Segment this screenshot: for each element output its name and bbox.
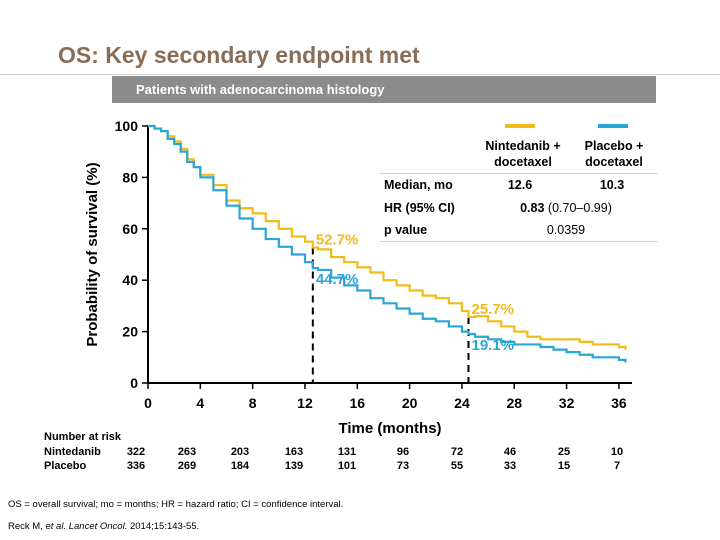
ref-journal: et al. Lancet Oncol.: [45, 521, 128, 532]
risk-value: 33: [503, 460, 517, 472]
risk-value: 72: [450, 446, 464, 458]
risk-value: 7: [613, 460, 621, 472]
series-line-placebo: [148, 124, 627, 363]
stats-row-divider: [380, 173, 658, 174]
y-tick-label: 80: [122, 169, 138, 185]
data-label: 44.7%: [316, 271, 359, 288]
risk-value: 163: [284, 446, 304, 458]
x-tick-label: 20: [402, 395, 418, 411]
risk-value: 101: [337, 460, 357, 472]
risk-value: 10: [610, 446, 624, 458]
risk-value: 139: [284, 460, 304, 472]
risk-value: 131: [337, 446, 357, 458]
data-label: 52.7%: [316, 232, 359, 249]
legend-swatch-placebo: [598, 124, 628, 128]
x-tick-label: 12: [297, 395, 313, 411]
risk-label-placebo: Placebo: [44, 460, 87, 472]
risk-label-nintedanib: Nintedanib: [44, 446, 101, 458]
y-tick-label: 0: [130, 375, 138, 391]
stats-header-placebo: Placebo + docetaxel: [584, 139, 644, 169]
x-tick-label: 32: [559, 395, 575, 411]
risk-value: 203: [230, 446, 250, 458]
slide-title: OS: Key secondary endpoint met: [58, 42, 420, 68]
risk-value: 96: [396, 446, 410, 458]
stats-hr-value: 0.83 (0.70–0.99): [480, 201, 652, 215]
stats-median-placebo: 10.3: [599, 178, 625, 192]
risk-value: 25: [557, 446, 571, 458]
stats-median-nintedanib: 12.6: [507, 178, 533, 192]
x-tick-label: 4: [196, 395, 204, 411]
risk-value: 55: [450, 460, 464, 472]
y-tick-label: 60: [122, 221, 138, 237]
stats-hr-point: 0.83: [520, 201, 545, 215]
data-label: 19.1%: [471, 337, 514, 354]
risk-table-header: Number at risk: [44, 431, 122, 443]
y-tick-label: 40: [122, 272, 138, 288]
legend-swatch-nintedanib: [505, 124, 535, 128]
y-axis-title: Probability of survival (%): [84, 162, 101, 346]
risk-value: 184: [230, 460, 250, 472]
x-tick-label: 16: [350, 395, 366, 411]
risk-value: 269: [177, 460, 197, 472]
stats-label-hr: HR (95% CI): [384, 201, 455, 215]
risk-value: 322: [126, 446, 146, 458]
ref-authors: Reck M,: [8, 521, 46, 532]
risk-value: 263: [177, 446, 197, 458]
footnote-reference: Reck M, et al. Lancet Oncol. 2014;15:143…: [8, 521, 199, 532]
banner-label: Patients with adenocarcinoma histology: [136, 82, 385, 97]
x-tick-label: 36: [611, 395, 627, 411]
stats-row-divider: [380, 241, 658, 242]
risk-value: 46: [503, 446, 517, 458]
x-axis-title: Time (months): [338, 420, 441, 437]
x-tick-label: 24: [454, 395, 470, 411]
risk-value: 15: [557, 460, 571, 472]
y-tick-label: 20: [122, 324, 138, 340]
stats-hr-ci: (0.70–0.99): [544, 201, 612, 215]
ref-citation: 2014;15:143-55.: [127, 521, 200, 532]
x-tick-label: 0: [144, 395, 152, 411]
footnote-abbreviations: OS = overall survival; mo = months; HR =…: [8, 499, 344, 510]
stats-header-nintedanib: Nintedanib + docetaxel: [485, 139, 561, 169]
stats-table: Nintedanib + docetaxel Placebo + docetax…: [380, 120, 658, 248]
stats-label-pvalue: p value: [384, 223, 428, 237]
x-tick-label: 28: [506, 395, 522, 411]
title-divider: [0, 74, 720, 75]
x-tick-label: 8: [249, 395, 257, 411]
risk-value: 336: [126, 460, 146, 472]
subgroup-banner: Patients with adenocarcinoma histology: [112, 76, 656, 103]
y-tick-label: 100: [115, 118, 139, 134]
stats-label-median: Median, mo: [384, 178, 453, 192]
data-label: 25.7%: [471, 301, 514, 318]
stats-pvalue: 0.0359: [546, 223, 586, 237]
risk-value: 73: [396, 460, 410, 472]
